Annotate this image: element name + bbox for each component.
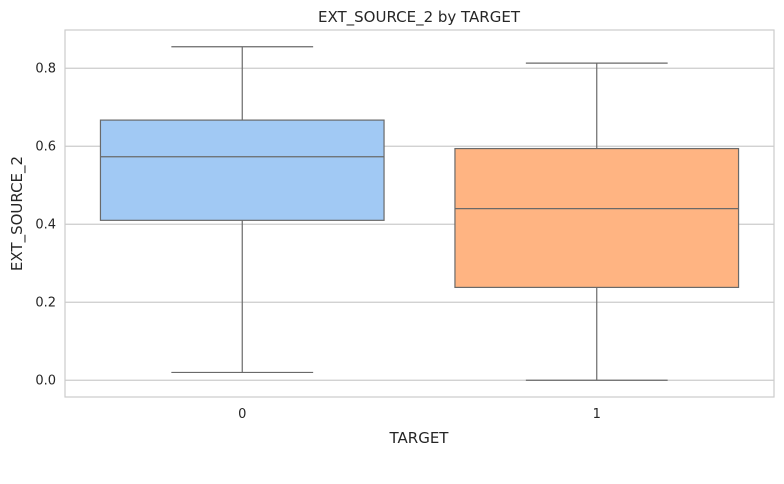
y-tick-labels: 0.0 0.2 0.4 0.6 0.8 xyxy=(35,62,56,389)
x-axis-label: TARGET xyxy=(389,429,450,447)
y-tick-label: 0.2 xyxy=(35,296,56,311)
x-tick-label: 0 xyxy=(238,407,246,422)
box-group-0 xyxy=(99,46,385,374)
chart-title: EXT_SOURCE_2 by TARGET xyxy=(318,8,521,27)
iqr-box xyxy=(454,147,740,289)
box-group-1 xyxy=(454,62,740,381)
plot-frame xyxy=(64,29,775,398)
y-tick-label: 0.8 xyxy=(35,62,56,77)
x-tick-label: 1 xyxy=(593,407,601,422)
y-axis-label: EXT_SOURCE_2 xyxy=(8,156,27,271)
y-tick-label: 0.0 xyxy=(35,374,56,389)
y-tick-label: 0.4 xyxy=(35,218,56,233)
box-layer xyxy=(99,46,740,381)
y-tick-label: 0.6 xyxy=(35,140,56,155)
iqr-box xyxy=(99,119,385,221)
